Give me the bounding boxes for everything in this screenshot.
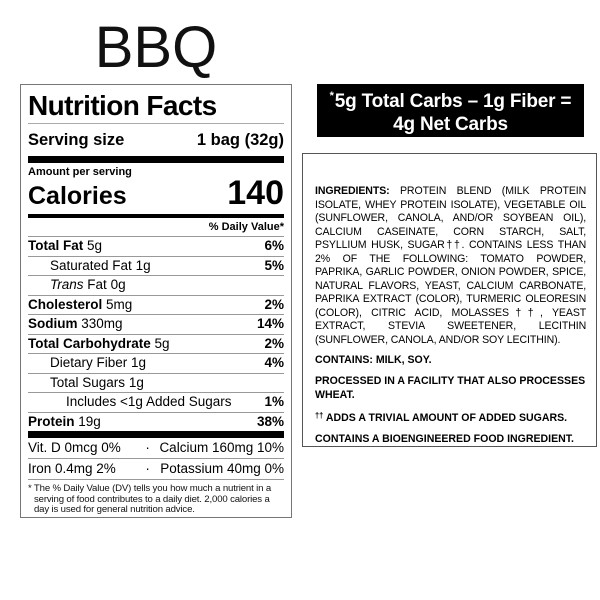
added-sugars-note: †† ADDS A TRIVIAL AMOUNT OF ADDED SUGARS… (315, 411, 568, 425)
bioengineered-note: CONTAINS A BIOENGINEERED FOOD INGREDIENT… (315, 433, 574, 446)
thick-divider (28, 431, 284, 438)
ingredients-text: PROTEIN BLEND (MILK PROTEIN ISOLATE, WHE… (315, 185, 587, 346)
nutrient-label: Total Sugars (50, 374, 126, 390)
separator-dot: · (145, 440, 150, 455)
nutrient-amount: 5g (154, 335, 170, 351)
serving-size-row: Serving size 1 bag (32g) (28, 127, 284, 153)
nutrient-label: Total Fat (28, 238, 84, 253)
footnote-asterisk: * (329, 90, 334, 102)
nutrient-row-total-sugars: Total Sugars 1g (28, 372, 284, 393)
nutrient-dv: 14% (256, 316, 284, 331)
nutrient-dv: 6% (264, 238, 284, 253)
nutrient-row-saturated-fat: Saturated Fat 1g 5% (28, 255, 284, 276)
nutrient-label: Saturated Fat (50, 257, 132, 273)
separator-dot: · (145, 461, 150, 476)
thick-divider (28, 156, 284, 163)
nutrient-row-protein: Protein 19g 38% (28, 411, 284, 432)
daily-value-footnote: * The % Daily Value (DV) tells you how m… (28, 483, 272, 516)
calories-label: Calories (28, 182, 127, 210)
calories-value: 140 (227, 174, 284, 212)
nutrient-row-added-sugars: Includes <1g Added Sugars 1% (28, 392, 284, 412)
nutrient-amount: 1g (131, 355, 147, 370)
nutrient-dv: 2% (264, 296, 284, 312)
net-carbs-line-2: 4g Net Carbs (393, 114, 508, 135)
nutrient-amount: 0g (110, 277, 126, 292)
nutrient-row-trans-fat: Trans Fat 0g (28, 275, 284, 295)
nutrient-row-total-carbohydrate: Total Carbohydrate 5g 2% (28, 333, 284, 354)
nutrient-dv: 2% (264, 335, 284, 351)
nutrient-label: Cholesterol (28, 296, 103, 312)
nutrient-label: Fat (87, 277, 107, 292)
serving-size-value: 1 bag (32g) (196, 131, 284, 149)
nutrient-row-total-fat: Total Fat 5g 6% (28, 236, 284, 256)
nutrient-row-cholesterol: Cholesterol 5mg 2% (28, 294, 284, 315)
nutrient-row-dietary-fiber: Dietary Fiber 1g 4% (28, 353, 284, 373)
micronutrient-right: Calcium 160mg 10% (159, 440, 284, 455)
nutrient-label: Dietary Fiber (50, 355, 128, 370)
nutrient-dv: 1% (264, 394, 284, 409)
nutrient-amount: 1g (135, 257, 151, 273)
micronutrient-row: Iron 0.4mg 2% · Potassium 40mg 0% (28, 459, 284, 480)
nutrient-dv: 5% (264, 257, 284, 273)
ingredients-label: INGREDIENTS: (315, 185, 390, 197)
nutrition-facts-panel: Nutrition Facts Serving size 1 bag (32g)… (20, 84, 292, 518)
ingredients-paragraph: INGREDIENTS: PROTEIN BLEND (MILK PROTEIN… (315, 185, 586, 347)
amount-per-serving-label: Amount per serving (28, 166, 132, 178)
nutrient-amount: 5mg (106, 296, 133, 312)
nutrient-amount: 330mg (81, 316, 123, 331)
nutrient-amount: 1g (128, 374, 144, 390)
nutrient-label: Total Carbohydrate (28, 335, 151, 351)
micronutrient-left: Iron 0.4mg 2% (28, 461, 116, 476)
nutrient-row-sodium: Sodium 330mg 14% (28, 314, 284, 334)
daily-value-header: % Daily Value* (208, 221, 284, 233)
product-flavor-title: BBQ (94, 15, 218, 80)
nutrient-amount: 5g (87, 238, 103, 253)
title-divider (28, 123, 284, 124)
serving-size-label: Serving size (28, 131, 125, 149)
micronutrient-row: Vit. D 0mcg 0% · Calcium 160mg 10% (28, 438, 284, 459)
double-dagger-mark: †† (315, 411, 324, 421)
facility-warning: PROCESSED IN A FACILITY THAT ALSO PROCES… (315, 374, 586, 401)
net-carbs-line-1: *5g Total Carbs – 1g Fiber = (329, 90, 572, 112)
micronutrient-left: Vit. D 0mcg 0% (28, 440, 121, 455)
nutrient-dv: 4% (264, 355, 284, 370)
nutrient-dv: 38% (256, 413, 284, 429)
nutrient-label: Includes <1g Added Sugars (66, 394, 232, 409)
nutrient-label: Sodium (28, 316, 78, 331)
net-carbs-banner: *5g Total Carbs – 1g Fiber = 4g Net Carb… (317, 84, 584, 137)
nutrient-label-italic: Trans (50, 277, 84, 292)
nutrient-label: Protein (28, 413, 75, 429)
ingredients-panel: INGREDIENTS: PROTEIN BLEND (MILK PROTEIN… (302, 153, 597, 447)
nutrient-amount: 19g (78, 413, 101, 429)
nutrition-facts-title: Nutrition Facts (28, 90, 217, 121)
micronutrient-right: Potassium 40mg 0% (160, 461, 284, 476)
calories-row: Calories 140 (28, 174, 284, 212)
medium-divider (28, 214, 284, 218)
allergen-contains: CONTAINS: MILK, SOY. (315, 354, 432, 366)
